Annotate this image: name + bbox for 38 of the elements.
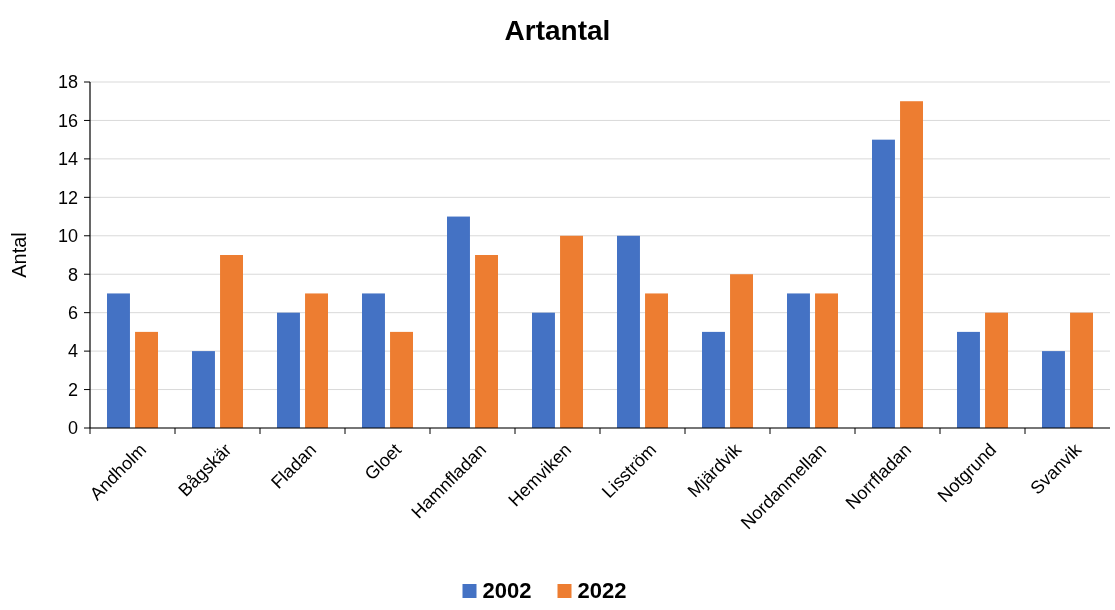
bar xyxy=(1070,312,1093,428)
bar xyxy=(135,331,158,428)
y-tick-label: 6 xyxy=(67,302,78,323)
bar xyxy=(277,312,300,428)
legend-label: 2002 xyxy=(482,578,532,603)
y-tick-label: 18 xyxy=(57,72,78,93)
bar xyxy=(787,293,810,428)
bar xyxy=(1042,351,1065,428)
chart-title: Artantal xyxy=(504,15,611,46)
bar xyxy=(645,293,668,428)
bar xyxy=(475,255,498,428)
y-axis-title: Antal xyxy=(8,232,30,278)
bar xyxy=(872,139,895,428)
bar xyxy=(107,293,130,428)
bar xyxy=(815,293,838,428)
y-tick-label: 10 xyxy=(57,226,78,247)
bar xyxy=(617,235,640,428)
bar xyxy=(702,331,725,428)
y-tick-label: 0 xyxy=(67,418,78,439)
y-tick-label: 16 xyxy=(57,110,78,131)
bar xyxy=(730,274,753,428)
bar xyxy=(447,216,470,428)
bar xyxy=(900,101,923,428)
bar xyxy=(532,312,555,428)
legend-label: 2022 xyxy=(577,578,627,603)
bar xyxy=(985,312,1008,428)
bar xyxy=(957,331,980,428)
y-tick-label: 4 xyxy=(67,341,78,362)
y-tick-label: 2 xyxy=(67,379,78,400)
y-tick-label: 14 xyxy=(57,149,78,170)
bar xyxy=(362,293,385,428)
bar xyxy=(192,351,215,428)
bar xyxy=(220,255,243,428)
bar xyxy=(390,331,413,428)
y-tick-label: 12 xyxy=(57,187,78,208)
y-tick-label: 8 xyxy=(67,264,78,285)
bar xyxy=(560,235,583,428)
bar xyxy=(305,293,328,428)
